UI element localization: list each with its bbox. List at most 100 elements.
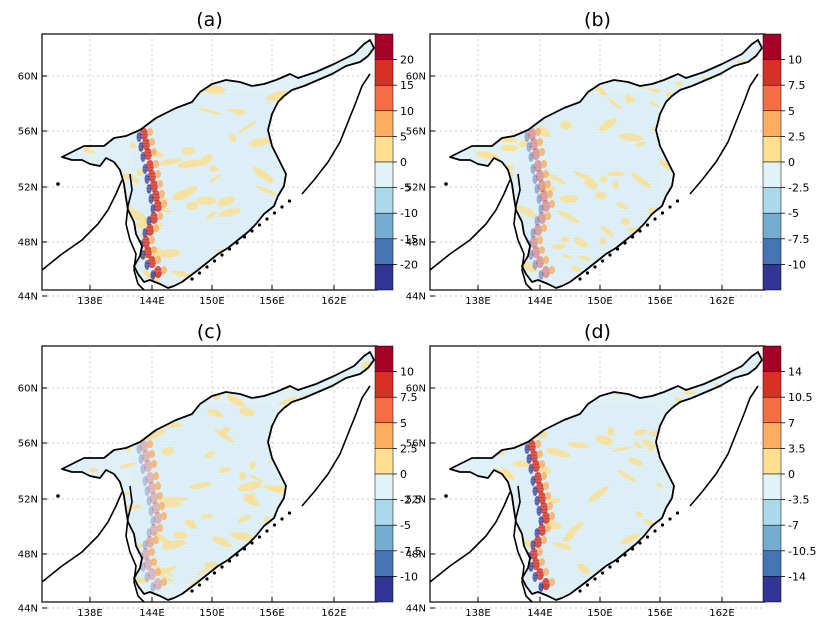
colorbar-tick-label: 3.5 [788,442,806,455]
colorbar-2: 10 7.5 5 2.5 0 -2.5 -5 -7.5 -10 [374,345,421,603]
island-dot [638,541,642,545]
coastline [449,39,763,289]
colorbar-segment [762,473,782,500]
island-dot [287,199,292,203]
colorbar-tick-label: 0 [400,468,407,481]
colorbar-segment [374,524,394,552]
lat-tick-label: 44N [18,604,38,615]
colorbar-tick-label: 5 [400,417,407,430]
island-dot [645,223,650,227]
colorbar-tick-label: -5 [400,182,411,195]
island-dot [623,553,627,557]
island-dot [593,577,597,581]
island-dot [235,241,239,245]
graticule [430,346,765,609]
colorbar-segment [374,396,394,424]
colorbar-tick-label: 20 [400,54,414,67]
colorbar-tick-label: 15 [400,79,414,92]
colorbar-tick-label: 2.5 [400,442,418,455]
lat-tick-label: 60N [18,72,38,83]
island-dot [242,547,247,551]
island-dot [250,229,254,233]
map-panel-2: 138E 144E 150E 156E 162E 60N 56N 52N 48N 44N (c) [18,321,378,619]
colorbar-tick-label: 2.5 [788,130,806,143]
colorbar-tick-label: -10 [400,570,418,583]
lon-tick-label: 150E [587,608,612,619]
lat-tick-label: 56N [18,439,38,450]
kamchatka-coast [689,385,759,507]
mainland-coast [429,179,511,271]
colorbar-segment [374,576,394,603]
colorbar-tick-label: 10 [788,54,802,67]
kamchatka-coast [689,73,759,195]
island-dot [205,265,209,269]
lat-tick-label: 44N [406,292,426,303]
island-dot [265,217,269,221]
panel-label: (d) [584,321,611,343]
lat-tick-label: 60N [406,384,426,395]
lon-tick-label: 138E [465,608,490,619]
colorbar-segment [374,371,394,398]
island-dot [235,553,239,557]
lat-tick-label: 52N [18,183,38,194]
map-panel-0: 138E 144E 150E 156E 162E 60N 56N 52N 48N 44N (a) [18,9,378,307]
colorbar-segment [762,161,782,188]
lat-tick-label: 44N [18,292,38,303]
graticule [430,34,765,297]
island-dot [220,565,224,569]
colorbar-segment [374,264,394,291]
lon-tick-label: 144E [527,608,552,619]
island-coast [513,485,533,603]
island-dot [615,247,620,251]
graticule [42,34,377,297]
island-dot [56,494,60,498]
mainland-coast [41,491,123,583]
island-dot [630,235,635,239]
island-dot [227,247,232,251]
lon-tick-label: 156E [259,608,284,619]
colorbar-segment [762,136,782,163]
island-dot [280,517,284,521]
colorbar-segment [762,550,782,577]
colorbar-tick-label: 7 [788,417,795,430]
island-dot [272,211,277,215]
colorbar-tick-label: -7.5 [400,545,421,558]
lon-tick-label: 144E [527,296,552,307]
coastline [449,351,763,601]
island-dot [600,259,605,263]
island-coast [513,173,533,291]
panel-label: (b) [584,9,611,31]
colorbar-tick-label: 5 [400,130,407,143]
lon-tick-label: 156E [259,296,284,307]
colorbar-3: 14 10.5 7 3.5 0 -3.5 -7 -10.5 -14 [762,345,816,603]
colorbar-tick-label: -2.5 [788,182,809,195]
island-dot [444,182,448,186]
island-dot [227,559,232,563]
colorbar-tick-label: 5 [788,105,795,118]
mainland-coast [429,491,511,583]
colorbar-tick-label: -5 [788,207,799,220]
colorbar-tick-label: 0 [400,156,407,169]
colorbar-segment [762,371,782,398]
map-panel-3: 138E 144E 150E 156E 162E 60N 56N 52N 48N 44N (d) [406,321,766,619]
island-dot [585,271,590,275]
colorbar-segment [762,396,782,424]
lat-tick-label: 48N [18,550,38,561]
colorbar-tick-label: 10 [400,366,414,379]
island-dot [630,547,635,551]
colorbar-tick-label: -7.5 [788,233,809,246]
island-dot [205,577,209,581]
island-dot [197,583,202,587]
colorbar-segment [374,59,394,86]
island-dot [257,223,262,227]
lon-tick-label: 162E [321,608,346,619]
island-dot [242,235,247,239]
island-dot [272,523,277,527]
colorbar-segment [374,345,394,372]
island-dot [675,199,680,203]
lat-tick-label: 44N [406,604,426,615]
island-dot [190,277,194,281]
island-dot [250,541,254,545]
lat-tick-label: 52N [406,495,426,506]
island-dot [287,511,292,515]
